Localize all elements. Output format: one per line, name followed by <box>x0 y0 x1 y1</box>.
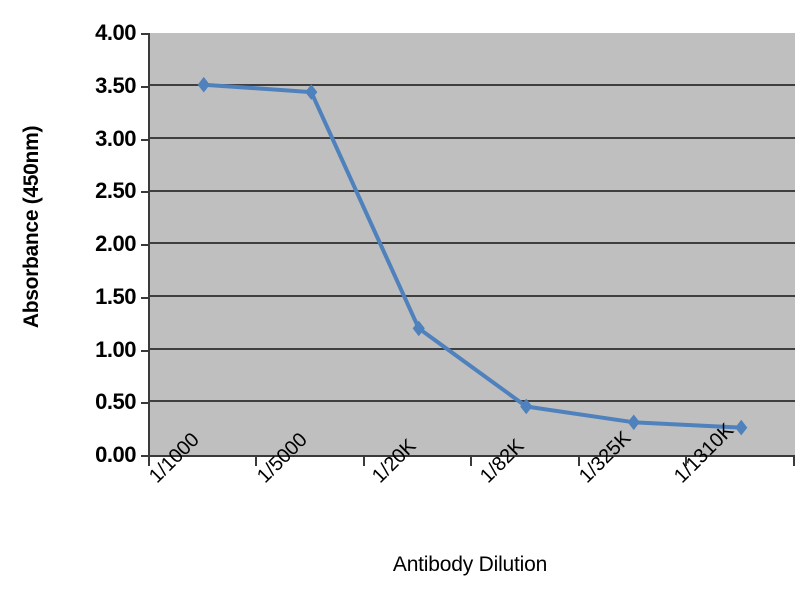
y-axis-tick-labels: 4.00 3.50 3.00 2.50 2.00 1.50 1.00 0.50 … <box>52 0 136 600</box>
y-tick-label: 4.00 <box>95 20 136 45</box>
data-point-marker <box>627 414 640 431</box>
gridline <box>150 348 795 350</box>
gridline <box>150 190 795 192</box>
plot-area <box>148 33 795 457</box>
y-tick-label: 3.50 <box>95 73 136 98</box>
x-tick-mark <box>470 457 472 466</box>
y-tick-label: 0.50 <box>95 389 136 414</box>
x-axis-title-text: Antibody Dilution <box>392 553 548 576</box>
data-point-marker <box>305 84 318 100</box>
y-tick-mark <box>141 297 148 299</box>
y-tick-label: 2.00 <box>95 231 136 256</box>
y-axis-title: Absorbance (450nm) <box>20 125 43 329</box>
x-axis-title: Antibody Dilution <box>0 553 800 577</box>
gridline <box>150 295 795 297</box>
x-tick-mark <box>363 457 365 466</box>
y-tick-mark <box>141 455 148 457</box>
data-point-marker <box>412 320 425 337</box>
y-tick-label: 3.00 <box>95 126 136 151</box>
gridline <box>150 400 795 402</box>
gridline <box>150 242 795 244</box>
y-tick-mark <box>141 244 148 246</box>
y-tick-mark <box>141 191 148 193</box>
y-tick-mark <box>141 402 148 404</box>
x-tick-mark <box>578 457 580 466</box>
y-tick-mark <box>141 86 148 88</box>
y-tick-label: 1.50 <box>95 284 136 309</box>
y-tick-mark <box>141 350 148 352</box>
data-point-marker <box>735 419 748 436</box>
gridline <box>150 137 795 139</box>
y-tick-mark <box>141 139 148 141</box>
data-series-line <box>197 76 748 436</box>
x-tick-mark <box>793 457 795 466</box>
x-tick-mark <box>685 457 687 466</box>
series-polyline <box>201 82 744 430</box>
x-tick-mark <box>255 457 257 466</box>
y-tick-label: 1.00 <box>95 337 136 362</box>
gridline <box>150 84 795 86</box>
data-point-marker <box>520 398 533 415</box>
y-tick-label: 0.00 <box>95 442 136 467</box>
y-tick-mark <box>141 33 148 35</box>
data-point-marker <box>197 76 210 93</box>
x-tick-mark <box>148 457 150 466</box>
y-tick-label: 2.50 <box>95 178 136 203</box>
series-markers <box>197 76 748 436</box>
